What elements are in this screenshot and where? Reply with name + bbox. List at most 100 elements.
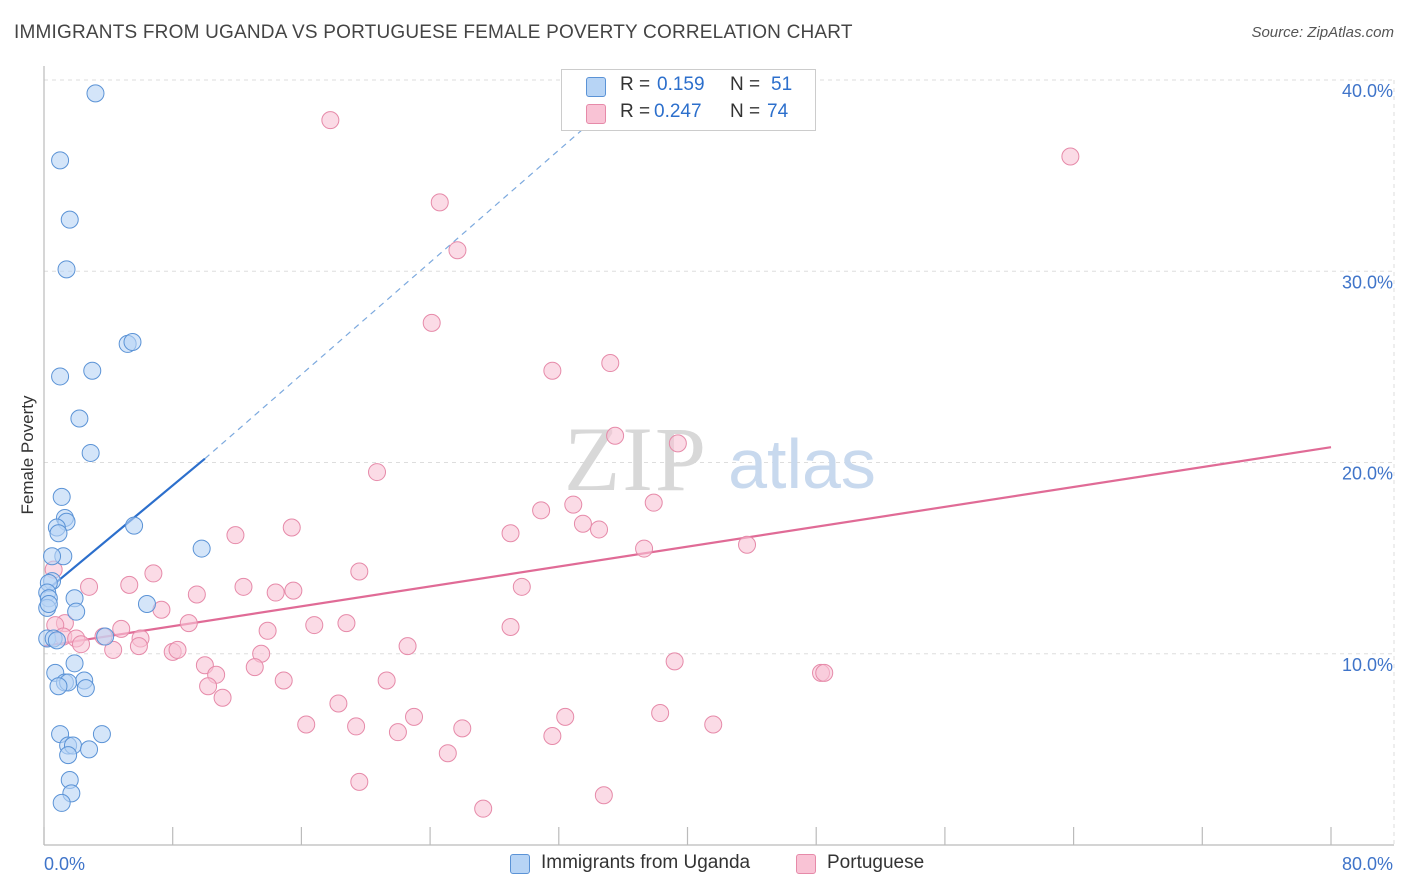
portuguese-point	[350, 772, 369, 791]
y-tick-label: 30.0%	[1342, 272, 1393, 292]
y-tick-label: 20.0%	[1342, 464, 1393, 484]
tick-labels: 10.0% 20.0% 30.0% 40.0% 0.0% 80.0%	[44, 81, 1393, 874]
uganda-r-value: 0.159	[657, 74, 705, 95]
portuguese-point	[644, 493, 663, 512]
portuguese-point	[305, 616, 324, 635]
portuguese-point	[377, 671, 396, 690]
data-points	[38, 84, 1080, 818]
uganda-point	[65, 654, 84, 673]
uganda-point	[39, 595, 58, 614]
portuguese-point	[422, 313, 441, 332]
portuguese-point	[388, 723, 407, 742]
uganda-point	[52, 793, 71, 812]
uganda-legend-swatch	[510, 854, 530, 874]
portuguese-point	[144, 564, 163, 583]
portuguese-point	[564, 495, 583, 514]
y-axis-label: Female Poverty	[18, 395, 37, 515]
portuguese-point	[532, 501, 551, 520]
portuguese-point	[234, 577, 253, 596]
x-tick-label-min: 0.0%	[44, 854, 85, 874]
r-label: R =	[620, 74, 651, 95]
portuguese-point	[815, 663, 834, 682]
uganda-trend-extension	[204, 79, 640, 460]
portuguese-point	[438, 744, 457, 763]
portuguese-point	[245, 658, 264, 677]
portuguese-point	[556, 707, 575, 726]
uganda-point	[57, 260, 76, 279]
portuguese-point	[448, 241, 467, 260]
portuguese-n-value: 74	[767, 101, 789, 122]
portuguese-point	[601, 354, 620, 373]
portuguese-point	[112, 619, 131, 638]
portuguese-point	[274, 671, 293, 690]
portuguese-point	[226, 526, 245, 545]
portuguese-point	[501, 524, 520, 543]
portuguese-point	[501, 617, 520, 636]
uganda-point	[83, 361, 102, 380]
portuguese-point	[129, 637, 148, 656]
portuguese-swatch	[586, 104, 606, 124]
portuguese-point	[651, 704, 670, 723]
portuguese-point	[512, 577, 531, 596]
uganda-point	[92, 725, 111, 744]
watermark-atlas: atlas	[728, 425, 876, 503]
portuguese-point	[635, 539, 654, 558]
series-legend: Immigrants from Uganda Portuguese	[0, 851, 1406, 879]
portuguese-point	[405, 707, 424, 726]
portuguese-point	[321, 111, 340, 130]
y-tick-label: 10.0%	[1342, 655, 1393, 675]
n-label: N =	[730, 74, 761, 95]
portuguese-point	[474, 799, 493, 818]
portuguese-point	[606, 426, 625, 445]
portuguese-point	[168, 640, 187, 659]
portuguese-point	[590, 520, 609, 539]
portuguese-point	[453, 719, 472, 738]
uganda-point	[70, 409, 89, 428]
uganda-point	[76, 679, 95, 698]
uganda-point	[51, 367, 70, 386]
portuguese-point	[258, 621, 277, 640]
y-tick-label: 40.0%	[1342, 81, 1393, 101]
uganda-n-value: 51	[771, 74, 793, 95]
uganda-point	[43, 547, 62, 566]
stats-row-portuguese: R = 0.247 N = 74	[562, 101, 815, 127]
portuguese-point	[668, 434, 687, 453]
portuguese-point	[104, 640, 123, 659]
uganda-point	[96, 627, 115, 646]
uganda-point	[81, 443, 100, 462]
trend-lines	[43, 79, 1332, 648]
uganda-point	[59, 746, 78, 765]
portuguese-point	[398, 637, 417, 656]
portuguese-r-value: 0.247	[654, 101, 702, 122]
uganda-point	[60, 210, 79, 229]
r-label: R =	[620, 101, 651, 122]
portuguese-point	[543, 361, 562, 380]
portuguese-point	[72, 635, 91, 654]
portuguese-point	[187, 585, 206, 604]
chart-title: IMMIGRANTS FROM UGANDA VS PORTUGUESE FEM…	[14, 22, 853, 43]
portuguese-legend-label: Portuguese	[827, 852, 925, 873]
portuguese-point	[120, 575, 139, 594]
portuguese-point	[350, 562, 369, 581]
portuguese-point	[573, 514, 592, 533]
stats-row-uganda: R = 0.159 N = 51	[562, 74, 815, 100]
portuguese-point	[179, 614, 198, 633]
axes	[43, 66, 1394, 846]
portuguese-legend-swatch	[796, 854, 816, 874]
uganda-point	[49, 677, 68, 696]
uganda-point	[51, 151, 70, 170]
portuguese-point	[284, 581, 303, 600]
portuguese-trend-line	[43, 446, 1332, 648]
portuguese-point	[1061, 147, 1080, 166]
uganda-point	[47, 631, 66, 650]
portuguese-point	[347, 717, 366, 736]
uganda-point	[125, 516, 144, 535]
portuguese-point	[594, 786, 613, 805]
n-label: N =	[730, 101, 761, 122]
uganda-point	[52, 487, 71, 506]
portuguese-point	[704, 715, 723, 734]
portuguese-point	[266, 583, 285, 602]
uganda-point	[123, 333, 142, 352]
portuguese-point	[282, 518, 301, 537]
